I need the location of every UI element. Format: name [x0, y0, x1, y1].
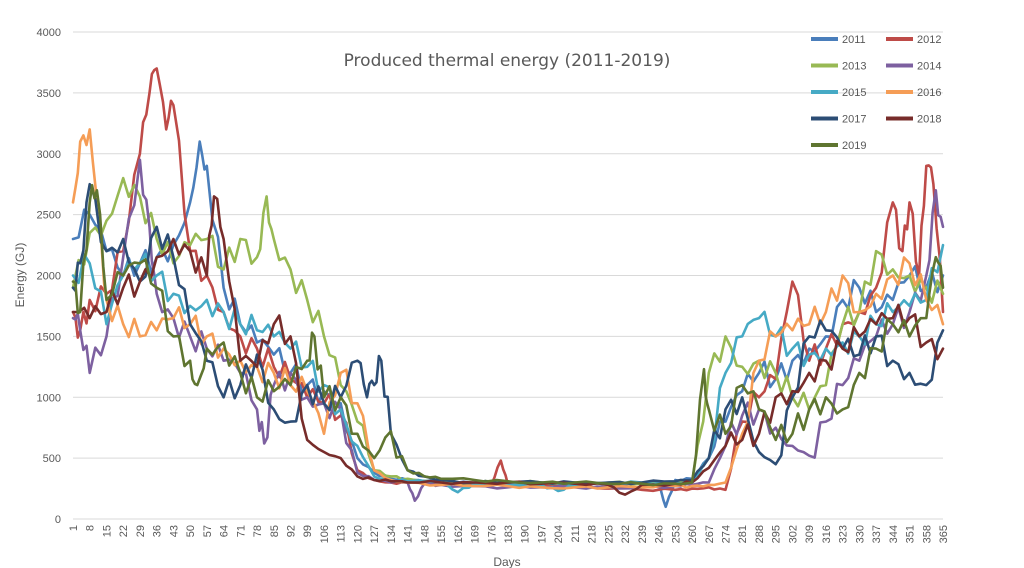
- legend-label-2011: 2011: [842, 34, 866, 46]
- x-tick-label: 78: [252, 525, 264, 537]
- x-tick-label: 176: [486, 525, 498, 543]
- legend-label-2017: 2017: [842, 114, 866, 126]
- x-tick-label: 71: [235, 525, 247, 537]
- y-tick-label: 2500: [37, 210, 61, 222]
- x-tick-label: 106: [319, 525, 331, 543]
- x-tick-label: 204: [553, 525, 565, 543]
- x-tick-label: 113: [336, 525, 348, 543]
- x-tick-label: 225: [603, 525, 615, 543]
- x-tick-label: 309: [804, 525, 816, 543]
- x-tick-label: 365: [938, 525, 950, 543]
- x-tick-label: 253: [670, 525, 682, 543]
- x-tick-label: 155: [436, 525, 448, 543]
- y-axis-ticks: 0 500 1000 1500 2000 2500 3000 3500 4000: [37, 27, 61, 526]
- legend-label-2015: 2015: [842, 87, 866, 99]
- x-tick-label: 316: [821, 525, 833, 543]
- x-tick-label: 92: [286, 525, 298, 537]
- y-tick-label: 3000: [37, 149, 61, 161]
- x-tick-label: 99: [302, 525, 314, 537]
- x-tick-label: 134: [386, 525, 398, 543]
- x-tick-label: 36: [152, 525, 164, 537]
- x-tick-label: 274: [721, 525, 733, 543]
- x-tick-label: 197: [536, 525, 548, 543]
- x-tick-label: 323: [838, 525, 850, 543]
- x-tick-label: 337: [871, 525, 883, 543]
- x-tick-label: 246: [654, 525, 666, 543]
- x-tick-label: 232: [620, 525, 632, 543]
- x-tick-label: 85: [269, 525, 281, 537]
- legend-label-2014: 2014: [917, 61, 941, 73]
- x-tick-label: 8: [85, 525, 97, 531]
- x-tick-label: 218: [587, 525, 599, 543]
- x-tick-label: 260: [687, 525, 699, 543]
- x-tick-label: 302: [787, 525, 799, 543]
- gridlines: [73, 31, 943, 520]
- x-tick-label: 239: [637, 525, 649, 543]
- x-tick-label: 15: [101, 525, 113, 537]
- x-tick-label: 148: [419, 525, 431, 543]
- x-tick-label: 190: [520, 525, 532, 543]
- x-tick-label: 64: [219, 525, 231, 537]
- series-2018-line: [71, 195, 945, 496]
- x-tick-label: 295: [771, 525, 783, 543]
- x-tick-label: 288: [754, 525, 766, 543]
- x-tick-label: 141: [403, 525, 415, 543]
- legend-label-2019: 2019: [842, 140, 866, 152]
- series-2016-line: [71, 128, 945, 490]
- y-tick-label: 4000: [37, 27, 61, 39]
- y-axis-label: Energy (GJ): [13, 243, 27, 308]
- x-tick-label: 183: [503, 525, 515, 543]
- x-axis-ticks: 1 8 15 22 29 36 43 50 57 64 71 78 85 92 99 106 113 120 127…: [68, 525, 950, 543]
- y-tick-label: 3500: [37, 88, 61, 100]
- series-2011-line: [71, 140, 945, 509]
- series-2019-line: [71, 183, 945, 487]
- x-tick-label: 358: [921, 525, 933, 543]
- y-tick-label: 500: [43, 453, 61, 465]
- y-tick-label: 0: [55, 514, 61, 526]
- legend-label-2012: 2012: [917, 34, 941, 46]
- x-tick-label: 29: [135, 525, 147, 537]
- x-tick-label: 50: [185, 525, 197, 537]
- series-2012-line: [71, 67, 945, 493]
- chart-title: Produced thermal energy (2011-2019): [344, 51, 671, 71]
- series-lines: [71, 67, 945, 509]
- x-tick-label: 169: [470, 525, 482, 543]
- x-tick-label: 1: [68, 525, 80, 531]
- legend: 2011 2012 2013 2014 2015 2016 2017 2018 2019: [811, 34, 941, 152]
- x-tick-label: 330: [854, 525, 866, 543]
- x-tick-label: 344: [888, 525, 900, 543]
- x-tick-label: 267: [704, 525, 716, 543]
- x-tick-label: 57: [202, 525, 214, 537]
- x-tick-label: 120: [352, 525, 364, 543]
- y-tick-label: 1000: [37, 392, 61, 404]
- legend-label-2018: 2018: [917, 114, 941, 126]
- x-tick-label: 351: [905, 525, 917, 543]
- x-tick-label: 211: [570, 525, 582, 543]
- series-2013-line: [71, 176, 945, 486]
- legend-label-2016: 2016: [917, 87, 941, 99]
- legend-label-2013: 2013: [842, 61, 866, 73]
- series-2014-line: [71, 158, 945, 502]
- x-tick-label: 162: [453, 525, 465, 543]
- y-tick-label: 1500: [37, 331, 61, 343]
- x-axis-label: Days: [493, 555, 520, 568]
- y-tick-label: 2000: [37, 271, 61, 283]
- x-tick-label: 281: [737, 525, 749, 543]
- x-tick-label: 22: [118, 525, 130, 537]
- x-tick-label: 127: [369, 525, 381, 543]
- x-tick-label: 43: [168, 525, 180, 537]
